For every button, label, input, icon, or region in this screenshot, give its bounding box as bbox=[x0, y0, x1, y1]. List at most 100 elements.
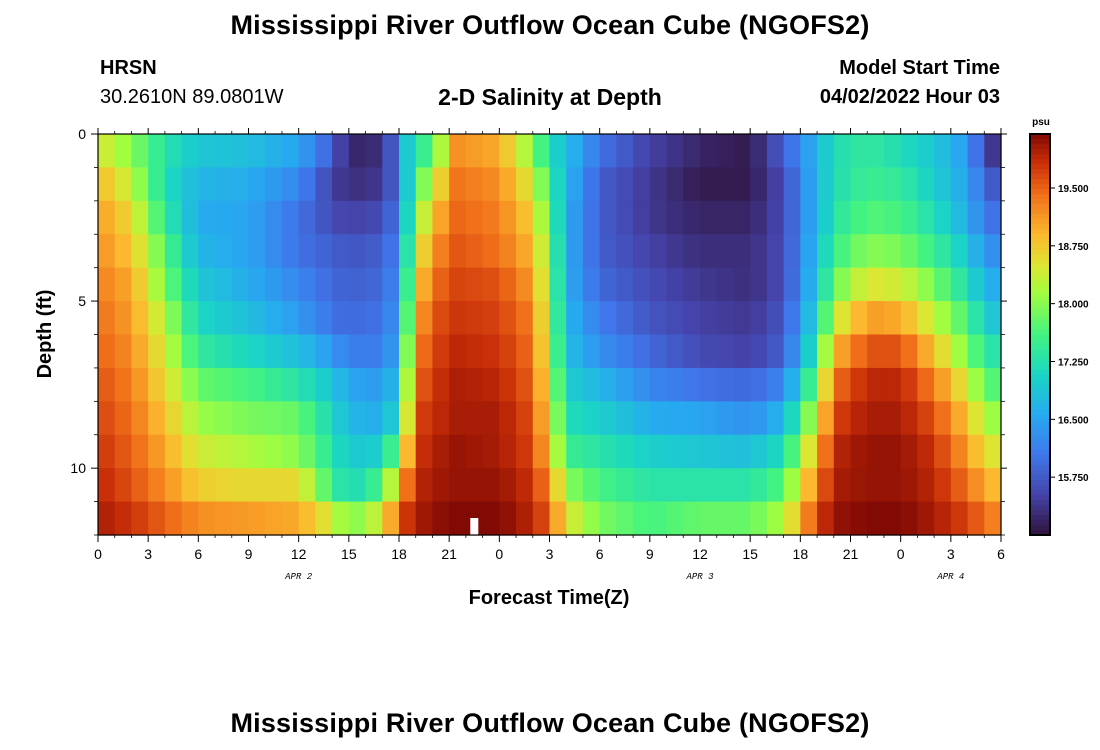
heatmap-cell bbox=[917, 167, 934, 201]
heatmap-cell bbox=[366, 468, 383, 502]
heatmap-cell bbox=[265, 502, 282, 536]
heatmap-cell bbox=[884, 401, 901, 435]
heatmap-cell bbox=[616, 167, 633, 201]
heatmap-cell bbox=[483, 401, 500, 435]
heatmap-cell bbox=[884, 234, 901, 268]
heatmap-cell bbox=[182, 201, 199, 235]
heatmap-cell bbox=[968, 167, 985, 201]
date-label: APR 4 bbox=[936, 572, 964, 582]
heatmap-cell bbox=[198, 167, 215, 201]
heatmap-cell bbox=[951, 234, 968, 268]
heatmap-cell bbox=[566, 502, 583, 536]
heatmap-cell bbox=[851, 134, 868, 168]
heatmap-cell bbox=[249, 201, 266, 235]
heatmap-cell bbox=[550, 167, 567, 201]
heatmap-cell bbox=[232, 468, 249, 502]
heatmap-cell bbox=[332, 301, 349, 335]
heatmap-cell bbox=[767, 468, 784, 502]
heatmap-cell bbox=[917, 335, 934, 369]
heatmap-cell bbox=[499, 268, 516, 302]
heatmap-cell bbox=[533, 335, 550, 369]
heatmap-cell bbox=[533, 301, 550, 335]
heatmap-cell bbox=[700, 268, 717, 302]
heatmap-cell bbox=[366, 401, 383, 435]
heatmap-cell bbox=[282, 368, 299, 402]
heatmap-cell bbox=[315, 435, 332, 469]
heatmap-cell bbox=[533, 435, 550, 469]
heatmap-cell bbox=[834, 468, 851, 502]
heatmap-cell bbox=[148, 134, 165, 168]
heatmap-cell bbox=[566, 134, 583, 168]
heatmap-cell bbox=[265, 301, 282, 335]
heatmap-cell bbox=[767, 502, 784, 536]
heatmap-cell bbox=[851, 468, 868, 502]
heatmap-cell bbox=[667, 435, 684, 469]
x-tick-label: 18 bbox=[391, 546, 407, 562]
heatmap-cell bbox=[901, 502, 918, 536]
heatmap-cell bbox=[115, 468, 132, 502]
heatmap-cell bbox=[198, 368, 215, 402]
colorbar-segment bbox=[1030, 390, 1050, 396]
heatmap-cell bbox=[98, 401, 115, 435]
heatmap-cell bbox=[767, 368, 784, 402]
heatmap-cell bbox=[198, 435, 215, 469]
heatmap-cell bbox=[984, 234, 1001, 268]
heatmap-cell bbox=[934, 301, 951, 335]
heatmap-cell bbox=[667, 134, 684, 168]
heatmap-cell bbox=[332, 401, 349, 435]
heatmap-cell bbox=[366, 435, 383, 469]
heatmap-cell bbox=[349, 268, 366, 302]
heatmap-cell bbox=[800, 234, 817, 268]
heatmap-cell bbox=[366, 268, 383, 302]
heatmap-cell bbox=[249, 468, 266, 502]
heatmap-cell bbox=[449, 468, 466, 502]
colorbar-segment bbox=[1030, 269, 1050, 275]
heatmap-cell bbox=[717, 502, 734, 536]
heatmap-cell bbox=[165, 335, 182, 369]
x-tick-label: 3 bbox=[546, 546, 554, 562]
heatmap-cell bbox=[332, 335, 349, 369]
heatmap-cell bbox=[867, 201, 884, 235]
heatmap-cell bbox=[633, 234, 650, 268]
colorbar-segment bbox=[1030, 194, 1050, 200]
heatmap-cell bbox=[951, 268, 968, 302]
heatmap-cell bbox=[148, 435, 165, 469]
heatmap-cell bbox=[934, 234, 951, 268]
heatmap-cell bbox=[282, 301, 299, 335]
heatmap-cell bbox=[583, 268, 600, 302]
heatmap-cell bbox=[215, 134, 232, 168]
heatmap-cell bbox=[800, 468, 817, 502]
heatmap-cell bbox=[165, 201, 182, 235]
heatmap-cell bbox=[934, 268, 951, 302]
heatmap-cell bbox=[483, 134, 500, 168]
heatmap-cell bbox=[249, 167, 266, 201]
heatmap-cell bbox=[131, 335, 148, 369]
heatmap-cell bbox=[115, 201, 132, 235]
heatmap-cell bbox=[499, 502, 516, 536]
colorbar-segment bbox=[1030, 179, 1050, 185]
heatmap-cell bbox=[466, 134, 483, 168]
heatmap-cell bbox=[600, 134, 617, 168]
heatmap-cell bbox=[667, 468, 684, 502]
heatmap-cell bbox=[282, 167, 299, 201]
heatmap-cell bbox=[650, 368, 667, 402]
heatmap-cell bbox=[583, 134, 600, 168]
heatmap-cell bbox=[851, 234, 868, 268]
y-tick-label: 10 bbox=[70, 460, 86, 476]
colorbar-tick-label: 18.750 bbox=[1058, 242, 1089, 253]
heatmap-cell bbox=[550, 201, 567, 235]
heatmap-cell bbox=[282, 435, 299, 469]
heatmap-cell bbox=[767, 301, 784, 335]
heatmap-cell bbox=[466, 234, 483, 268]
heatmap-cell bbox=[700, 301, 717, 335]
heatmap-cell bbox=[416, 201, 433, 235]
heatmap-cell bbox=[884, 134, 901, 168]
heatmap-cell bbox=[667, 301, 684, 335]
heatmap-cell bbox=[349, 502, 366, 536]
heatmap-cell bbox=[533, 468, 550, 502]
heatmap-cell bbox=[265, 468, 282, 502]
heatmap-cell bbox=[148, 268, 165, 302]
heatmap-cell bbox=[349, 401, 366, 435]
heatmap-cell bbox=[483, 368, 500, 402]
heatmap-cell bbox=[182, 468, 199, 502]
